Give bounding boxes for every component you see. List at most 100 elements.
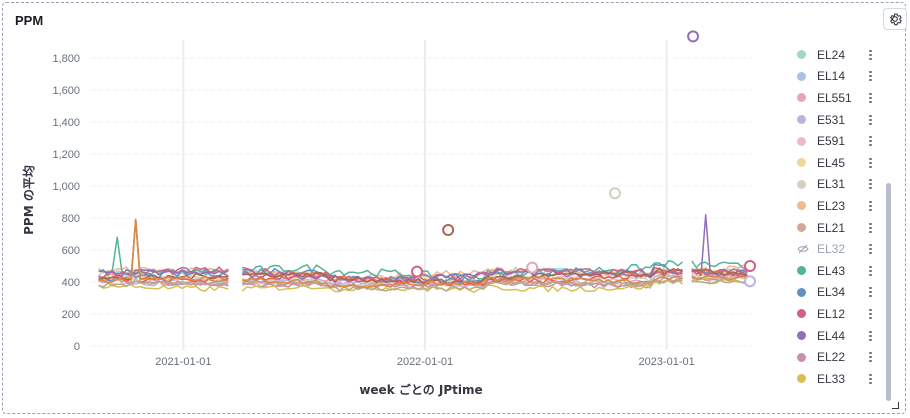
legend-label: EL23	[817, 198, 846, 213]
legend-color-swatch	[797, 50, 806, 60]
y-axis-title: PPM の平均	[21, 165, 36, 235]
vertical-dots-icon[interactable]	[869, 114, 873, 125]
series-lines	[98, 214, 748, 294]
y-tick-label: 400	[62, 277, 80, 289]
y-tick-label: 1,600	[52, 85, 80, 97]
resize-handle[interactable]	[892, 402, 899, 409]
x-axis: 2021-01-01 2022-01-01 2023-01-01	[155, 356, 695, 368]
legend-label: EL43	[817, 263, 846, 278]
legend-label: EL31	[817, 177, 846, 192]
legend-color-swatch	[797, 93, 806, 103]
y-tick-label: 1,400	[52, 117, 80, 129]
legend-color-swatch	[797, 309, 806, 319]
data-point[interactable]	[442, 224, 455, 236]
legend-item-el34[interactable]: EL34	[797, 282, 877, 304]
legend-color-swatch	[797, 71, 806, 81]
y-tick-label: 1,800	[52, 53, 80, 65]
legend-color-swatch	[797, 223, 806, 233]
legend-item-el32[interactable]: EL32	[797, 238, 877, 260]
settings-button[interactable]	[883, 8, 907, 30]
legend-label: EL44	[817, 328, 846, 343]
vertical-dots-icon[interactable]	[869, 308, 873, 319]
grid	[92, 40, 752, 350]
y-axis: 0 200 400 600 800 1,000 1,200 1,400 1,600 1,800	[52, 53, 80, 353]
legend-color-swatch	[797, 136, 806, 146]
legend-label: E591	[817, 134, 846, 149]
legend-color-swatch	[797, 158, 806, 168]
data-point[interactable]	[608, 187, 621, 200]
vertical-dots-icon[interactable]	[869, 49, 873, 60]
y-tick-label: 600	[62, 245, 80, 257]
legend-label: EL14	[817, 69, 846, 84]
vertical-dots-icon[interactable]	[869, 92, 873, 103]
legend-item-el45[interactable]: EL45	[797, 152, 877, 174]
legend-item-el14[interactable]: EL14	[797, 66, 877, 88]
legend-color-swatch	[797, 179, 806, 189]
data-point[interactable]	[526, 261, 539, 274]
data-point[interactable]	[411, 265, 424, 278]
vertical-dots-icon[interactable]	[869, 373, 873, 384]
vertical-dots-icon[interactable]	[869, 200, 873, 211]
legend-item-el12[interactable]: EL12	[797, 303, 877, 325]
data-point[interactable]	[744, 260, 757, 272]
vertical-dots-icon[interactable]	[869, 157, 873, 168]
eye-closed-icon	[797, 244, 809, 254]
x-tick-label: 2021-01-01	[155, 356, 211, 368]
legend-color-swatch	[797, 374, 806, 384]
outlier-points	[411, 30, 757, 288]
vertical-dots-icon[interactable]	[869, 352, 873, 363]
legend-color-swatch	[797, 352, 806, 362]
legend-label: EL45	[817, 155, 846, 170]
legend-item-el43[interactable]: EL43	[797, 260, 877, 282]
legend-item-el31[interactable]: EL31	[797, 174, 877, 196]
legend-label: EL32	[817, 242, 846, 257]
legend-color-swatch	[797, 287, 806, 297]
legend-item-el21[interactable]: EL21	[797, 217, 877, 239]
x-tick-label: 2022-01-01	[397, 356, 453, 368]
vertical-dots-icon[interactable]	[869, 287, 873, 298]
vertical-dots-icon[interactable]	[869, 330, 873, 341]
panel-title: PPM	[15, 13, 44, 28]
legend-label: EL551	[817, 90, 852, 105]
legend-item-el24[interactable]: EL24	[797, 44, 877, 66]
y-tick-label: 1,000	[52, 181, 80, 193]
legend-label: EL21	[817, 220, 846, 235]
legend-label: EL24	[817, 47, 846, 62]
x-axis-title: week ごとの JPtime	[359, 382, 482, 397]
x-tick-label: 2023-01-01	[638, 356, 694, 368]
vertical-dots-icon[interactable]	[869, 244, 873, 255]
legend-color-swatch	[797, 115, 806, 125]
legend-label: EL33	[817, 371, 846, 386]
legend-color-swatch	[797, 266, 806, 276]
legend-item-el551[interactable]: EL551	[797, 87, 877, 109]
vertical-dots-icon[interactable]	[869, 179, 873, 190]
y-tick-label: 800	[62, 213, 80, 225]
legend-item-e531[interactable]: E531	[797, 109, 877, 131]
legend-item-el44[interactable]: EL44	[797, 325, 877, 347]
legend-label: EL34	[817, 285, 846, 300]
legend-scrollbar[interactable]	[886, 183, 891, 401]
legend-item-el23[interactable]: EL23	[797, 195, 877, 217]
legend: EL24 EL14 EL551 E531 E591 EL45 EL31 EL23 EL21 EL3…	[797, 44, 877, 390]
legend-item-el33[interactable]: EL33	[797, 368, 877, 390]
series-line	[98, 218, 748, 289]
legend-item-el22[interactable]: EL22	[797, 346, 877, 368]
legend-label: EL12	[817, 306, 846, 321]
legend-label: EL22	[817, 350, 846, 365]
y-tick-label: 1,200	[52, 149, 80, 161]
series-line	[98, 218, 748, 292]
vertical-dots-icon[interactable]	[869, 222, 873, 233]
gear-icon	[890, 13, 902, 26]
data-point[interactable]	[687, 30, 700, 43]
legend-color-swatch	[797, 331, 806, 341]
vertical-dots-icon[interactable]	[869, 136, 873, 147]
y-tick-label: 0	[74, 341, 80, 353]
vertical-dots-icon[interactable]	[869, 265, 873, 276]
data-point[interactable]	[744, 275, 757, 288]
vertical-dots-icon[interactable]	[869, 71, 873, 82]
y-tick-label: 200	[62, 309, 80, 321]
legend-item-e591[interactable]: E591	[797, 130, 877, 152]
legend-label: E531	[817, 112, 846, 127]
